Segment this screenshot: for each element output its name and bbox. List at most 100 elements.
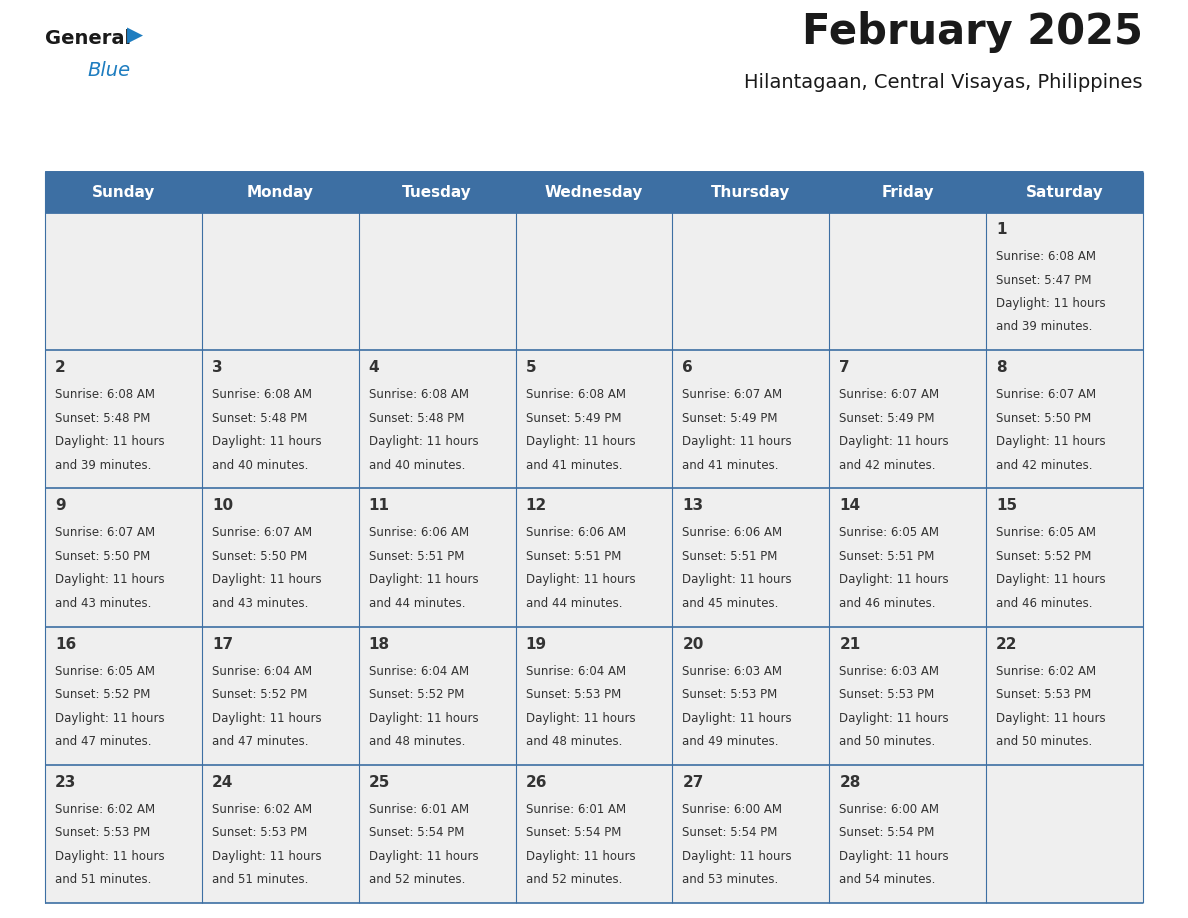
Text: General: General [45,28,131,48]
Text: Sunrise: 6:02 AM: Sunrise: 6:02 AM [55,803,156,816]
Text: Daylight: 11 hours: Daylight: 11 hours [211,435,322,448]
Text: Sunrise: 6:08 AM: Sunrise: 6:08 AM [211,388,312,401]
Text: 5: 5 [525,360,536,375]
Text: Sunset: 5:50 PM: Sunset: 5:50 PM [997,411,1092,425]
Text: Daylight: 11 hours: Daylight: 11 hours [682,435,792,448]
Text: Sunset: 5:51 PM: Sunset: 5:51 PM [682,550,778,563]
Text: 13: 13 [682,498,703,513]
Text: and 49 minutes.: and 49 minutes. [682,735,779,748]
Text: and 48 minutes.: and 48 minutes. [368,735,465,748]
Text: Sunset: 5:51 PM: Sunset: 5:51 PM [525,550,621,563]
Text: Daylight: 11 hours: Daylight: 11 hours [55,574,165,587]
Text: Sunrise: 6:07 AM: Sunrise: 6:07 AM [839,388,940,401]
Text: 6: 6 [682,360,693,375]
Text: 16: 16 [55,636,76,652]
Text: Sunrise: 6:01 AM: Sunrise: 6:01 AM [525,803,626,816]
Text: Sunset: 5:47 PM: Sunset: 5:47 PM [997,274,1092,286]
Text: 1: 1 [997,222,1006,237]
Text: Sunset: 5:48 PM: Sunset: 5:48 PM [211,411,308,425]
Text: Sunrise: 6:04 AM: Sunrise: 6:04 AM [525,665,626,677]
Text: Daylight: 11 hours: Daylight: 11 hours [997,297,1106,310]
Text: Monday: Monday [247,185,314,199]
Text: Sunrise: 6:02 AM: Sunrise: 6:02 AM [211,803,312,816]
Text: Sunrise: 6:05 AM: Sunrise: 6:05 AM [55,665,154,677]
Text: Sunset: 5:54 PM: Sunset: 5:54 PM [682,826,778,839]
Text: Sunset: 5:54 PM: Sunset: 5:54 PM [839,826,935,839]
Text: Saturday: Saturday [1025,185,1104,199]
Text: February 2025: February 2025 [802,11,1143,53]
Text: Daylight: 11 hours: Daylight: 11 hours [525,435,636,448]
Bar [45,172,1143,212]
Text: Daylight: 11 hours: Daylight: 11 hours [55,711,165,724]
Text: 15: 15 [997,498,1017,513]
Text: Sunset: 5:52 PM: Sunset: 5:52 PM [211,688,308,701]
Bar [45,627,1143,765]
Text: Sunset: 5:52 PM: Sunset: 5:52 PM [997,550,1092,563]
Text: Sunrise: 6:00 AM: Sunrise: 6:00 AM [839,803,940,816]
Text: Daylight: 11 hours: Daylight: 11 hours [997,574,1106,587]
Text: Sunset: 5:48 PM: Sunset: 5:48 PM [368,411,465,425]
Text: 3: 3 [211,360,222,375]
Text: Sunset: 5:49 PM: Sunset: 5:49 PM [525,411,621,425]
Text: Sunset: 5:50 PM: Sunset: 5:50 PM [211,550,308,563]
Text: and 43 minutes.: and 43 minutes. [55,597,151,610]
Text: Sunset: 5:49 PM: Sunset: 5:49 PM [839,411,935,425]
Text: Daylight: 11 hours: Daylight: 11 hours [839,574,949,587]
Text: Sunset: 5:52 PM: Sunset: 5:52 PM [55,688,151,701]
Text: Daylight: 11 hours: Daylight: 11 hours [839,711,949,724]
Text: Daylight: 11 hours: Daylight: 11 hours [525,711,636,724]
Text: Daylight: 11 hours: Daylight: 11 hours [839,850,949,863]
Text: 26: 26 [525,775,546,789]
Text: 25: 25 [368,775,390,789]
Text: 22: 22 [997,636,1018,652]
Text: Sunrise: 6:07 AM: Sunrise: 6:07 AM [55,526,156,540]
Text: Sunrise: 6:06 AM: Sunrise: 6:06 AM [682,526,783,540]
Text: and 39 minutes.: and 39 minutes. [997,320,1093,333]
Text: Daylight: 11 hours: Daylight: 11 hours [682,711,792,724]
Text: and 45 minutes.: and 45 minutes. [682,597,779,610]
Text: Sunrise: 6:06 AM: Sunrise: 6:06 AM [525,526,626,540]
Text: 14: 14 [839,498,860,513]
Text: and 48 minutes.: and 48 minutes. [525,735,623,748]
Text: Sunset: 5:50 PM: Sunset: 5:50 PM [55,550,150,563]
Text: Daylight: 11 hours: Daylight: 11 hours [525,850,636,863]
Text: Sunrise: 6:08 AM: Sunrise: 6:08 AM [997,250,1097,263]
Bar [45,765,1143,903]
Text: 21: 21 [839,636,860,652]
Text: Sunrise: 6:08 AM: Sunrise: 6:08 AM [525,388,626,401]
Text: Sunrise: 6:04 AM: Sunrise: 6:04 AM [211,665,312,677]
Text: 27: 27 [682,775,703,789]
Text: Sunset: 5:49 PM: Sunset: 5:49 PM [682,411,778,425]
Text: Sunset: 5:53 PM: Sunset: 5:53 PM [997,688,1092,701]
Text: and 51 minutes.: and 51 minutes. [55,873,151,886]
Text: Sunset: 5:54 PM: Sunset: 5:54 PM [368,826,465,839]
Text: Sunrise: 6:02 AM: Sunrise: 6:02 AM [997,665,1097,677]
Text: Sunset: 5:48 PM: Sunset: 5:48 PM [55,411,151,425]
Text: Daylight: 11 hours: Daylight: 11 hours [682,574,792,587]
Text: Sunrise: 6:03 AM: Sunrise: 6:03 AM [682,665,783,677]
Text: 2: 2 [55,360,65,375]
Text: Sunrise: 6:07 AM: Sunrise: 6:07 AM [997,388,1097,401]
Text: Sunday: Sunday [91,185,156,199]
Text: and 51 minutes.: and 51 minutes. [211,873,308,886]
Text: 17: 17 [211,636,233,652]
Text: and 46 minutes.: and 46 minutes. [997,597,1093,610]
Text: and 50 minutes.: and 50 minutes. [839,735,935,748]
Text: Daylight: 11 hours: Daylight: 11 hours [368,574,479,587]
Text: 24: 24 [211,775,233,789]
Text: 20: 20 [682,636,703,652]
Text: and 54 minutes.: and 54 minutes. [839,873,936,886]
Text: Daylight: 11 hours: Daylight: 11 hours [839,435,949,448]
Text: Daylight: 11 hours: Daylight: 11 hours [211,711,322,724]
Text: ▶: ▶ [127,25,143,45]
Text: Daylight: 11 hours: Daylight: 11 hours [682,850,792,863]
Text: 19: 19 [525,636,546,652]
Text: and 44 minutes.: and 44 minutes. [525,597,623,610]
Text: Sunset: 5:53 PM: Sunset: 5:53 PM [211,826,308,839]
Bar [45,488,1143,627]
Text: and 40 minutes.: and 40 minutes. [211,459,308,472]
Text: Sunset: 5:53 PM: Sunset: 5:53 PM [839,688,935,701]
Text: Sunrise: 6:06 AM: Sunrise: 6:06 AM [368,526,469,540]
Text: 12: 12 [525,498,546,513]
Text: Friday: Friday [881,185,934,199]
